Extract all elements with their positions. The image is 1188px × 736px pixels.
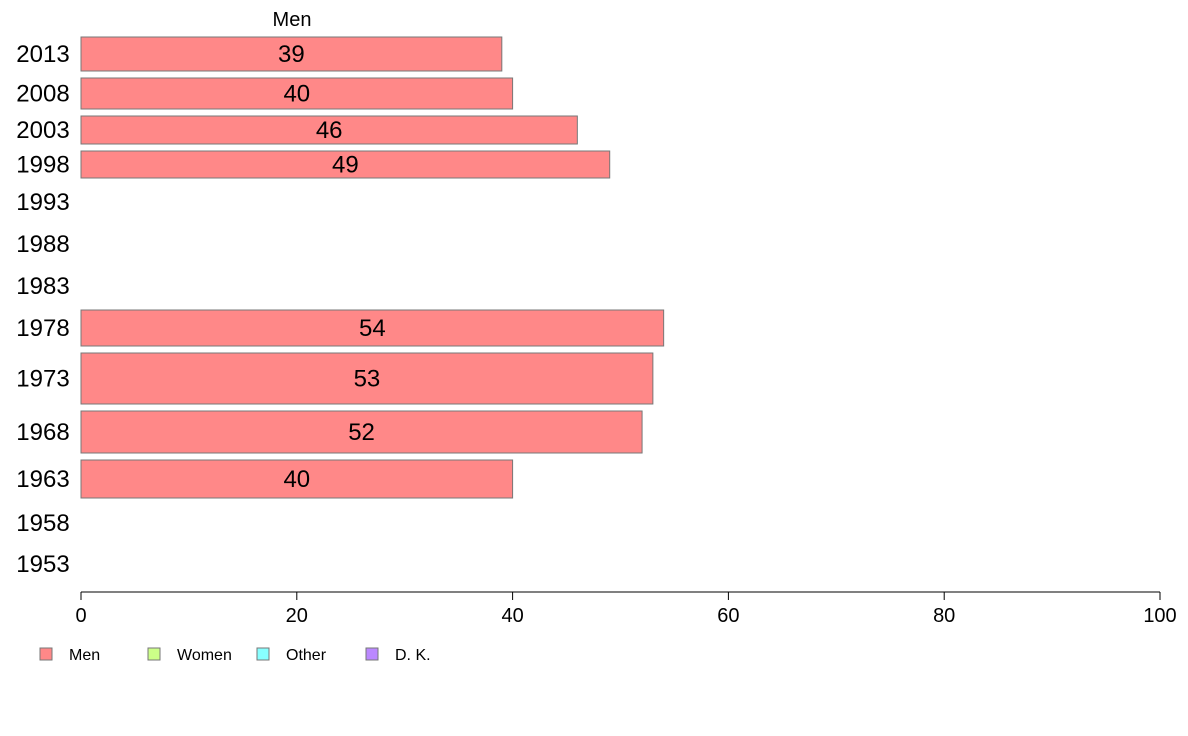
x-axis: 0 20 40 60 80 100	[75, 591, 1177, 627]
legend-swatch	[147, 647, 161, 661]
y-tick-label: 2008	[16, 81, 69, 108]
x-tick-label: 80	[933, 605, 955, 627]
bar-data-label: 40	[283, 466, 310, 493]
y-tick-label: 1983	[16, 273, 69, 300]
bar	[80, 352, 654, 405]
legend-label: Women	[177, 647, 232, 664]
legend-label: Other	[286, 647, 327, 664]
x-tick-label: 60	[717, 605, 739, 627]
legend-label: D. K.	[395, 647, 431, 664]
x-tick-label: 40	[501, 605, 523, 627]
bar	[80, 309, 665, 347]
y-tick-label: 1993	[16, 189, 69, 216]
y-tick-label: 1968	[16, 419, 69, 446]
bar	[80, 115, 578, 145]
bar-data-label: 49	[332, 152, 359, 179]
bar-data-label: 40	[283, 81, 310, 108]
bar-data-label: 52	[348, 419, 375, 446]
bar-data-label: 39	[278, 41, 305, 68]
bar-data-label: 53	[354, 366, 381, 393]
bar-data-label: 54	[359, 315, 386, 342]
y-tick-label: 1978	[16, 315, 69, 342]
legend-label: Men	[69, 647, 100, 664]
legend-swatch	[39, 647, 53, 661]
x-tick-label: 20	[286, 605, 308, 627]
bar	[80, 410, 643, 454]
bar	[80, 459, 514, 499]
legend: Men Women Other D. K.	[39, 647, 431, 664]
chart-rows: 2013 39 2008 40 2003 46 1998 49 1993 1988 1983 1978…	[16, 36, 665, 578]
bar	[80, 77, 514, 110]
bar	[80, 36, 503, 72]
y-tick-label: 1973	[16, 366, 69, 393]
bar	[80, 150, 611, 179]
bar-data-label: 46	[316, 117, 343, 144]
y-tick-label: 2003	[16, 117, 69, 144]
x-tick-label: 100	[1143, 605, 1176, 627]
y-tick-label: 1998	[16, 152, 69, 179]
y-tick-label: 1953	[16, 551, 69, 578]
y-tick-label: 1963	[16, 466, 69, 493]
legend-swatch	[365, 647, 379, 661]
x-tick-label: 0	[75, 605, 86, 627]
chart-title: Men	[273, 9, 312, 31]
y-tick-label: 2013	[16, 41, 69, 68]
y-tick-label: 1958	[16, 510, 69, 537]
y-tick-label: 1988	[16, 231, 69, 258]
legend-swatch	[256, 647, 270, 661]
